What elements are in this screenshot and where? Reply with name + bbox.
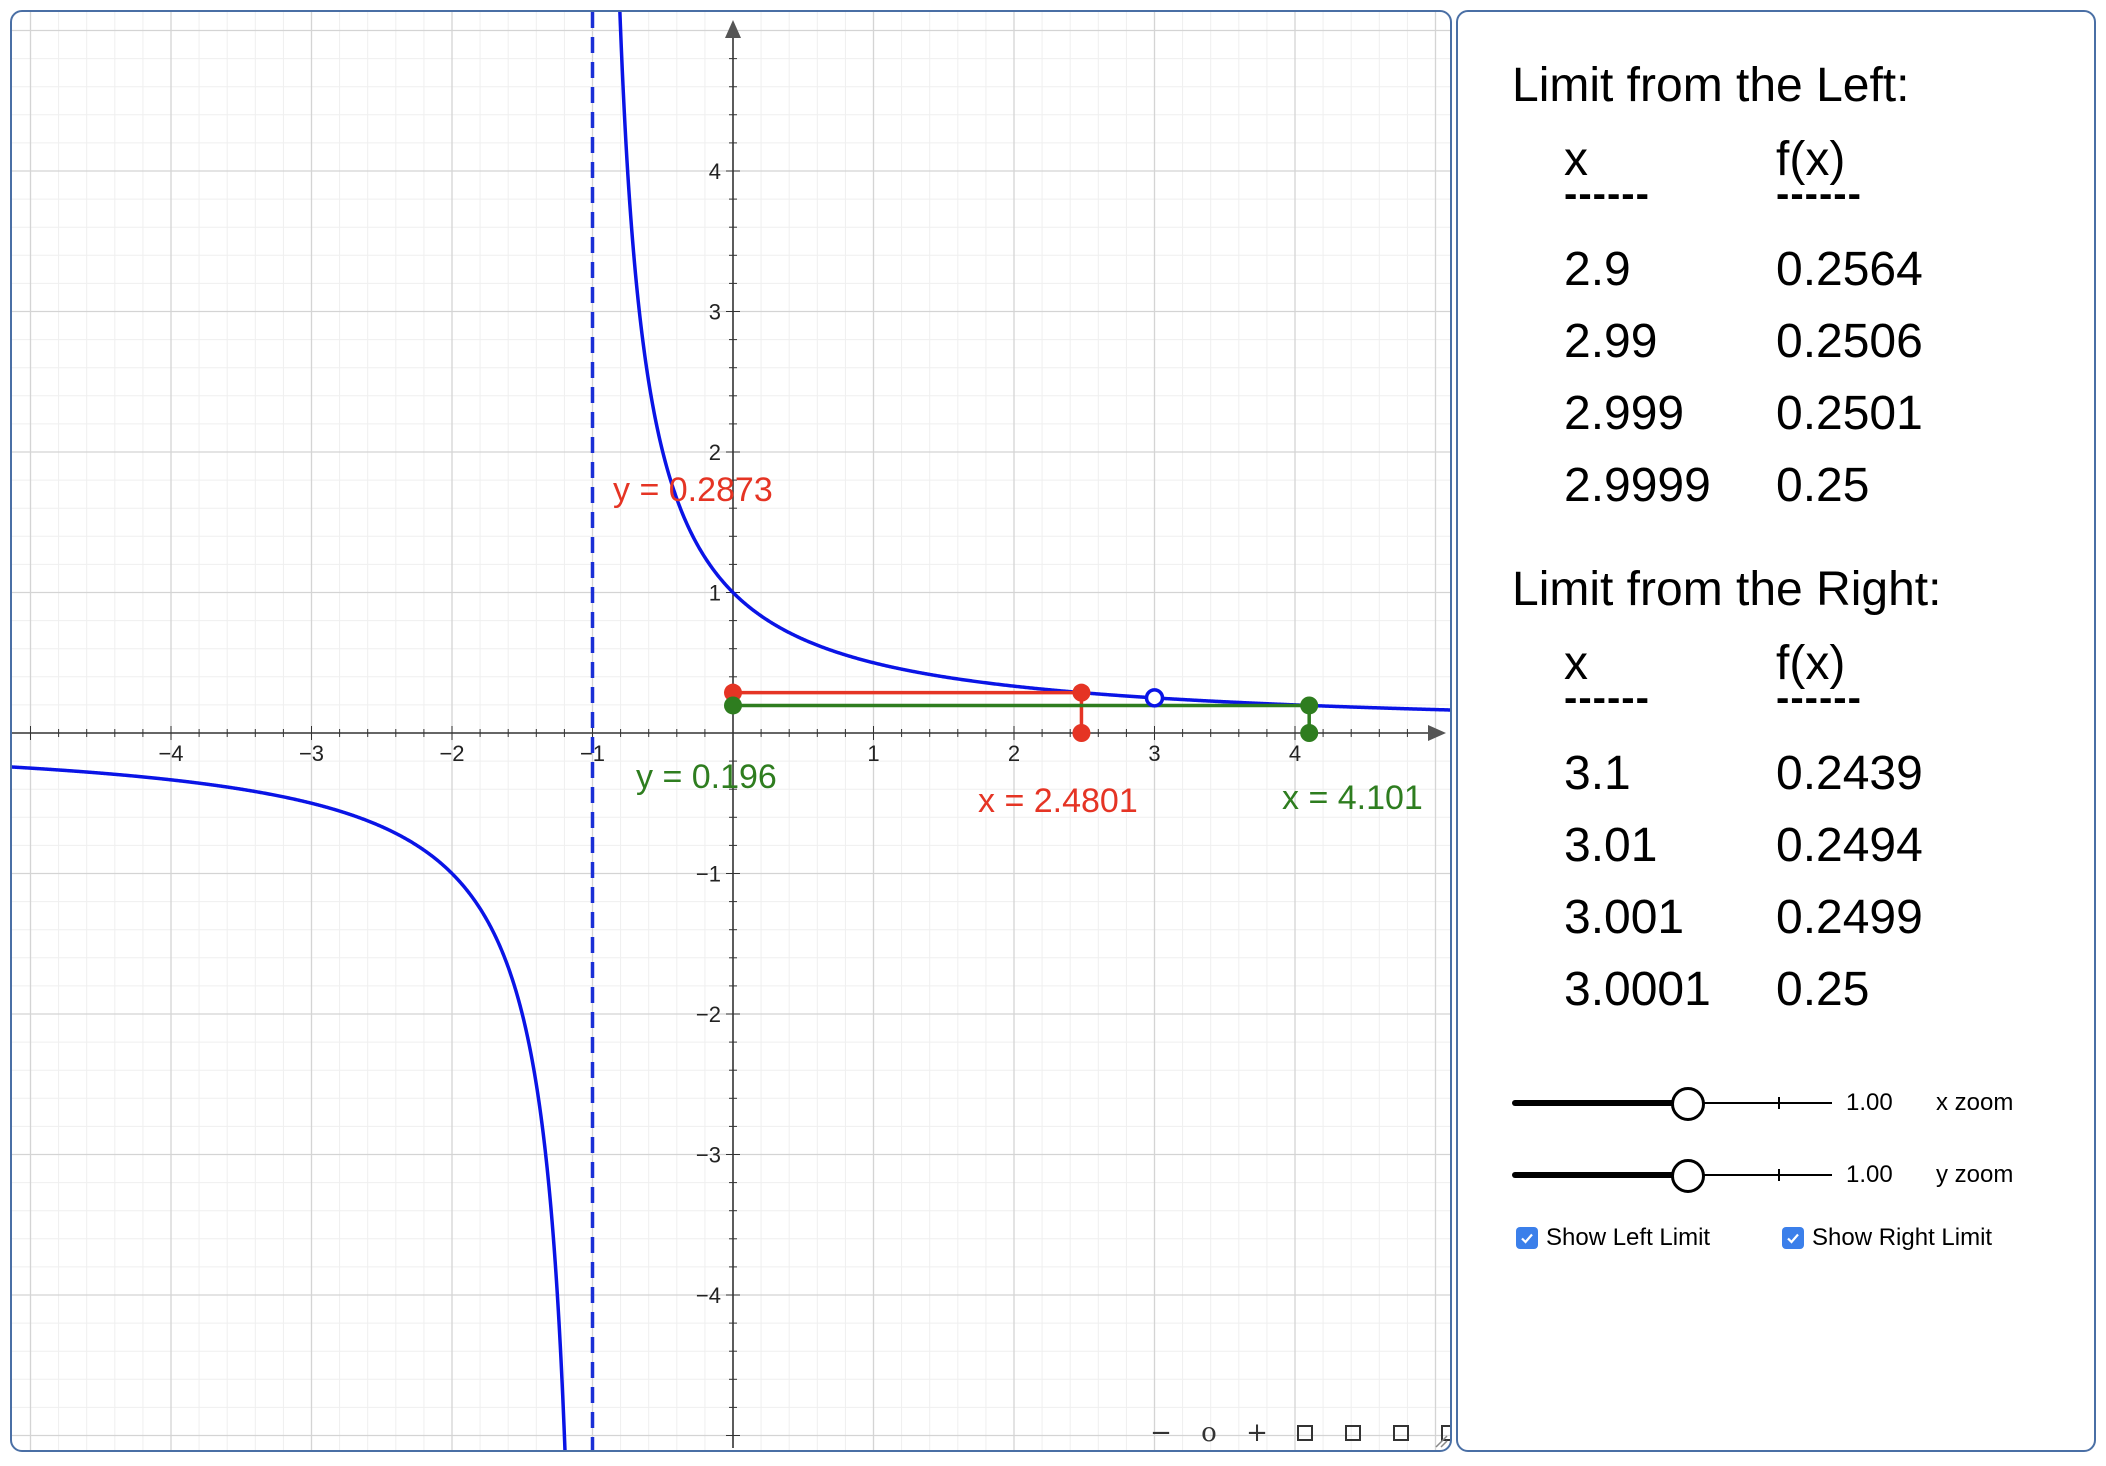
x-tick-label: 4 <box>1289 741 1301 766</box>
y-tick-label: −2 <box>696 1002 721 1027</box>
y-tick-label: 2 <box>709 440 721 465</box>
grid <box>12 12 1450 1450</box>
square-button-3[interactable] <box>1377 1416 1425 1450</box>
y-zoom-label: y zoom <box>1936 1161 2014 1188</box>
y-tick-label: −1 <box>696 862 721 887</box>
slider-tick <box>1778 1169 1780 1181</box>
y-zoom-slider[interactable] <box>1512 1155 1832 1195</box>
checkmark-icon <box>1787 1233 1799 1244</box>
left-col-x-divider: ------ <box>1564 172 1650 216</box>
x-tick-label: −2 <box>439 741 464 766</box>
graph-toolbar: − o + <box>1137 1416 1450 1450</box>
left-row-4-fx: 0.25 <box>1776 459 1870 512</box>
square-icon <box>1441 1425 1450 1441</box>
axes <box>12 20 1446 1448</box>
left-limit-y-axis-point <box>724 683 742 702</box>
left-limit-x-label: x = 2.4801 <box>978 782 1138 820</box>
right-col-x-header: x <box>1564 637 1588 690</box>
x-tick-label: −3 <box>299 741 324 766</box>
right-row-1-x: 3.1 <box>1564 747 1631 800</box>
right-col-x-divider: ------ <box>1564 676 1650 720</box>
right-row-4-x: 3.0001 <box>1564 963 1711 1016</box>
right-limit-y-label: y = 0.196 <box>636 758 777 796</box>
left-row-3-x: 2.999 <box>1564 387 1685 440</box>
slider-track-filled <box>1512 1100 1687 1106</box>
checkmark-icon <box>1521 1233 1533 1244</box>
x-axis-arrow <box>1428 725 1446 741</box>
show-left-limit-label: Show Left Limit <box>1546 1224 1711 1251</box>
left-limit-markers <box>724 683 1091 742</box>
square-icon <box>1345 1425 1361 1441</box>
y-tick-label: 4 <box>709 159 721 184</box>
right-row-2-x: 3.01 <box>1564 819 1658 872</box>
right-limit-x-label: x = 4.101 <box>1282 779 1423 817</box>
y-axis-arrow <box>725 20 741 38</box>
graph-view[interactable]: 4 3 2 1 −1 −2 −3 −4 −4 −3 −2 −1 1 2 3 4 y = 0.2873 x = … <box>10 10 1452 1452</box>
right-limit-title: Limit from the Right: <box>1512 563 1942 616</box>
y-tick-label: 3 <box>709 300 721 325</box>
y-tick-label: −3 <box>696 1143 721 1168</box>
left-row-2-fx: 0.2506 <box>1776 315 1923 368</box>
limit-table-panel: Limit from the Left: x f(x) ------ -----… <box>1456 10 2096 1452</box>
slider-track-empty <box>1687 1102 1832 1104</box>
x-tick-label: 3 <box>1148 741 1160 766</box>
left-row-4-x: 2.9999 <box>1564 459 1711 512</box>
right-row-3-x: 3.001 <box>1564 891 1685 944</box>
left-limit-title: Limit from the Left: <box>1512 59 1910 112</box>
left-limit-y-label: y = 0.2873 <box>613 471 773 509</box>
square-button-2[interactable] <box>1329 1416 1377 1450</box>
left-row-3-fx: 0.2501 <box>1776 387 1923 440</box>
removable-discontinuity-hole <box>1144 688 1165 708</box>
right-limit-y-axis-point <box>724 696 742 715</box>
zoom-reset-button[interactable]: o <box>1201 1418 1217 1448</box>
right-col-fx-divider: ------ <box>1776 676 1862 720</box>
slider-tick <box>1778 1097 1780 1109</box>
resize-handle-icon[interactable] <box>1434 1434 1448 1448</box>
left-col-fx-divider: ------ <box>1776 172 1862 216</box>
y-zoom-slider-knob[interactable] <box>1671 1159 1705 1193</box>
left-row-1-x: 2.9 <box>1564 243 1631 296</box>
right-row-3-fx: 0.2499 <box>1776 891 1923 944</box>
slider-track-empty <box>1687 1174 1832 1176</box>
show-left-limit-checkbox[interactable] <box>1516 1227 1538 1249</box>
show-left-limit-checkbox-row[interactable]: Show Left Limit <box>1516 1223 1710 1253</box>
x-tick-label: 2 <box>1008 741 1020 766</box>
left-row-2-x: 2.99 <box>1564 315 1658 368</box>
function-curve-right-branch <box>618 12 1450 712</box>
function-curve-left-branch <box>12 765 567 1450</box>
y-tick-label: 1 <box>709 581 721 606</box>
square-button-4[interactable] <box>1425 1416 1450 1450</box>
x-zoom-slider-knob[interactable] <box>1671 1087 1705 1121</box>
x-tick-label: −4 <box>158 741 183 766</box>
right-col-fx-header: f(x) <box>1776 637 1846 690</box>
right-limit-markers <box>724 696 1319 742</box>
x-zoom-value: 1.00 <box>1846 1089 1893 1116</box>
right-row-1-fx: 0.2439 <box>1776 747 1923 800</box>
x-zoom-label: x zoom <box>1936 1089 2014 1116</box>
right-limit-x-axis-point <box>1300 724 1319 742</box>
square-icon <box>1297 1425 1313 1441</box>
slider-track-filled <box>1512 1172 1687 1178</box>
show-right-limit-checkbox-row[interactable]: Show Right Limit <box>1782 1223 1992 1253</box>
zoom-out-button[interactable]: − <box>1150 1418 1172 1448</box>
x-tick-label: 1 <box>867 741 879 766</box>
square-button-1[interactable] <box>1281 1416 1329 1450</box>
x-zoom-slider[interactable] <box>1512 1083 1832 1123</box>
left-row-1-fx: 0.2564 <box>1776 243 1923 296</box>
y-tick-label: −4 <box>696 1283 721 1308</box>
show-right-limit-checkbox[interactable] <box>1782 1227 1804 1249</box>
right-row-4-fx: 0.25 <box>1776 963 1870 1016</box>
zoom-in-button[interactable]: + <box>1246 1418 1268 1448</box>
right-row-2-fx: 0.2494 <box>1776 819 1923 872</box>
right-limit-curve-point <box>1300 696 1319 715</box>
left-limit-curve-point <box>1072 683 1091 702</box>
y-zoom-value: 1.00 <box>1846 1161 1893 1188</box>
left-col-fx-header: f(x) <box>1776 133 1846 186</box>
left-col-x-header: x <box>1564 133 1588 186</box>
left-limit-x-axis-point <box>1072 724 1091 742</box>
show-right-limit-label: Show Right Limit <box>1812 1224 1993 1251</box>
square-icon <box>1393 1425 1409 1441</box>
